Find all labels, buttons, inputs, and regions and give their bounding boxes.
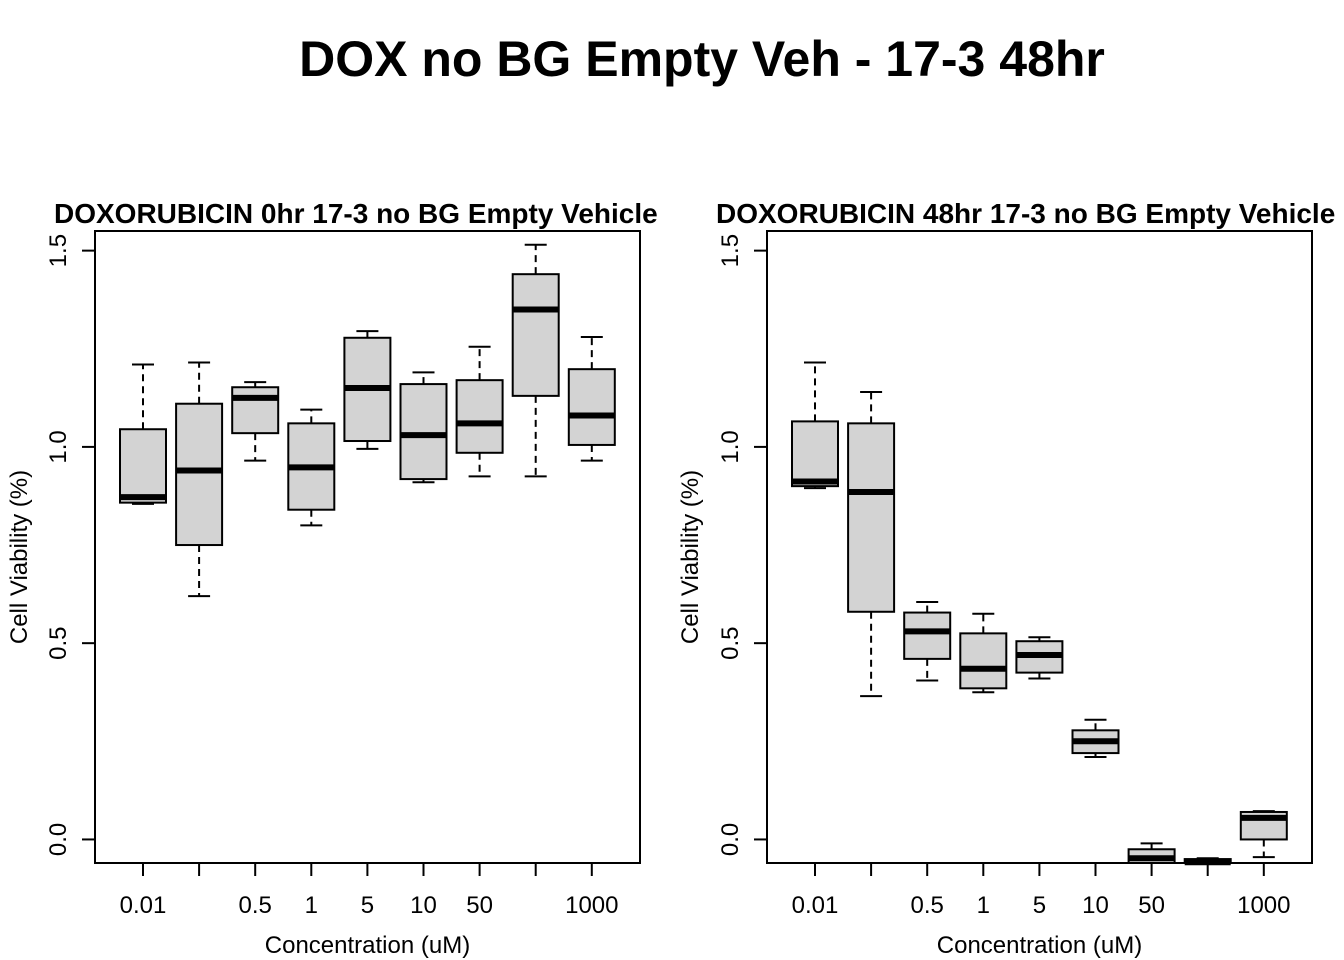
box-10 <box>1071 718 1120 759</box>
box-body <box>791 420 839 488</box>
box-body <box>847 422 896 613</box>
box-1000 <box>567 335 616 462</box>
x-tick-label: 1 <box>305 892 318 919</box>
box-100 <box>1183 857 1232 866</box>
x-tick-label: 50 <box>466 892 493 919</box>
box-5 <box>1015 636 1064 680</box>
panel-0hr: DOXORUBICIN 0hr 17-3 no BG Empty Vehicle… <box>6 198 658 959</box>
x-tick-label: 10 <box>410 892 437 919</box>
y-tick-label: 1.5 <box>717 234 744 267</box>
y-tick-label: 1.0 <box>717 430 744 463</box>
y-tick-label: 0.5 <box>717 626 744 659</box>
x-axis-label: Concentration (uM) <box>265 932 470 959</box>
y-tick-label: 0.0 <box>717 823 744 856</box>
x-tick-label: 0.01 <box>120 892 167 919</box>
box-body <box>511 273 560 397</box>
box-1000 <box>1239 810 1288 859</box>
panel-title: DOXORUBICIN 48hr 17-3 no BG Empty Vehicl… <box>716 198 1335 229</box>
box-5 <box>343 330 392 450</box>
x-tick-label: 5 <box>1033 892 1046 919</box>
box-body <box>567 368 616 446</box>
panel-title-clip: DOXORUBICIN 48hr 17-3 no BG Empty Vehicl… <box>716 198 1335 229</box>
x-tick-label: 1000 <box>565 892 618 919</box>
box-body <box>231 386 280 435</box>
x-tick-label: 1 <box>977 892 990 919</box>
x-tick-label: 5 <box>361 892 374 919</box>
y-tick-label: 1.0 <box>45 430 72 463</box>
box-body <box>399 383 448 481</box>
box-1 <box>287 408 336 527</box>
y-tick-label: 0.5 <box>45 626 72 659</box>
y-axis-label: Cell Viability (%) <box>6 470 33 644</box>
box-50 <box>455 345 504 478</box>
panel-title: DOXORUBICIN 0hr 17-3 no BG Empty Vehicle <box>54 198 658 229</box>
box-0.1 <box>847 390 896 698</box>
panel-title-clip: DOXORUBICIN 0hr 17-3 no BG Empty Vehicle <box>54 198 658 229</box>
box-0.01 <box>119 363 167 505</box>
box-0.5 <box>903 600 952 682</box>
box-body <box>119 428 167 504</box>
x-tick-label: 1000 <box>1237 892 1290 919</box>
box-10 <box>399 371 448 484</box>
box-0.5 <box>231 381 280 462</box>
figure-title: DOX no BG Empty Veh - 17-3 48hr <box>299 31 1105 87</box>
y-tick-label: 1.5 <box>45 234 72 267</box>
box-body <box>455 379 504 454</box>
box-body <box>903 611 952 660</box>
box-0.1 <box>175 361 224 598</box>
y-axis-label: Cell Viability (%) <box>677 470 704 644</box>
box-1 <box>959 612 1008 694</box>
x-tick-label: 0.5 <box>239 892 272 919</box>
x-tick-label: 0.01 <box>792 892 839 919</box>
box-body <box>959 632 1008 690</box>
panel-48hr: DOXORUBICIN 48hr 17-3 no BG Empty Vehicl… <box>677 198 1335 959</box>
y-tick-label: 0.0 <box>45 823 72 856</box>
x-axis-label: Concentration (uM) <box>937 932 1142 959</box>
x-tick-label: 50 <box>1138 892 1165 919</box>
x-tick-label: 10 <box>1082 892 1109 919</box>
box-body <box>175 402 224 547</box>
box-100 <box>511 243 560 478</box>
box-50 <box>1127 842 1176 864</box>
x-tick-label: 0.5 <box>911 892 944 919</box>
box-0.01 <box>791 361 839 490</box>
